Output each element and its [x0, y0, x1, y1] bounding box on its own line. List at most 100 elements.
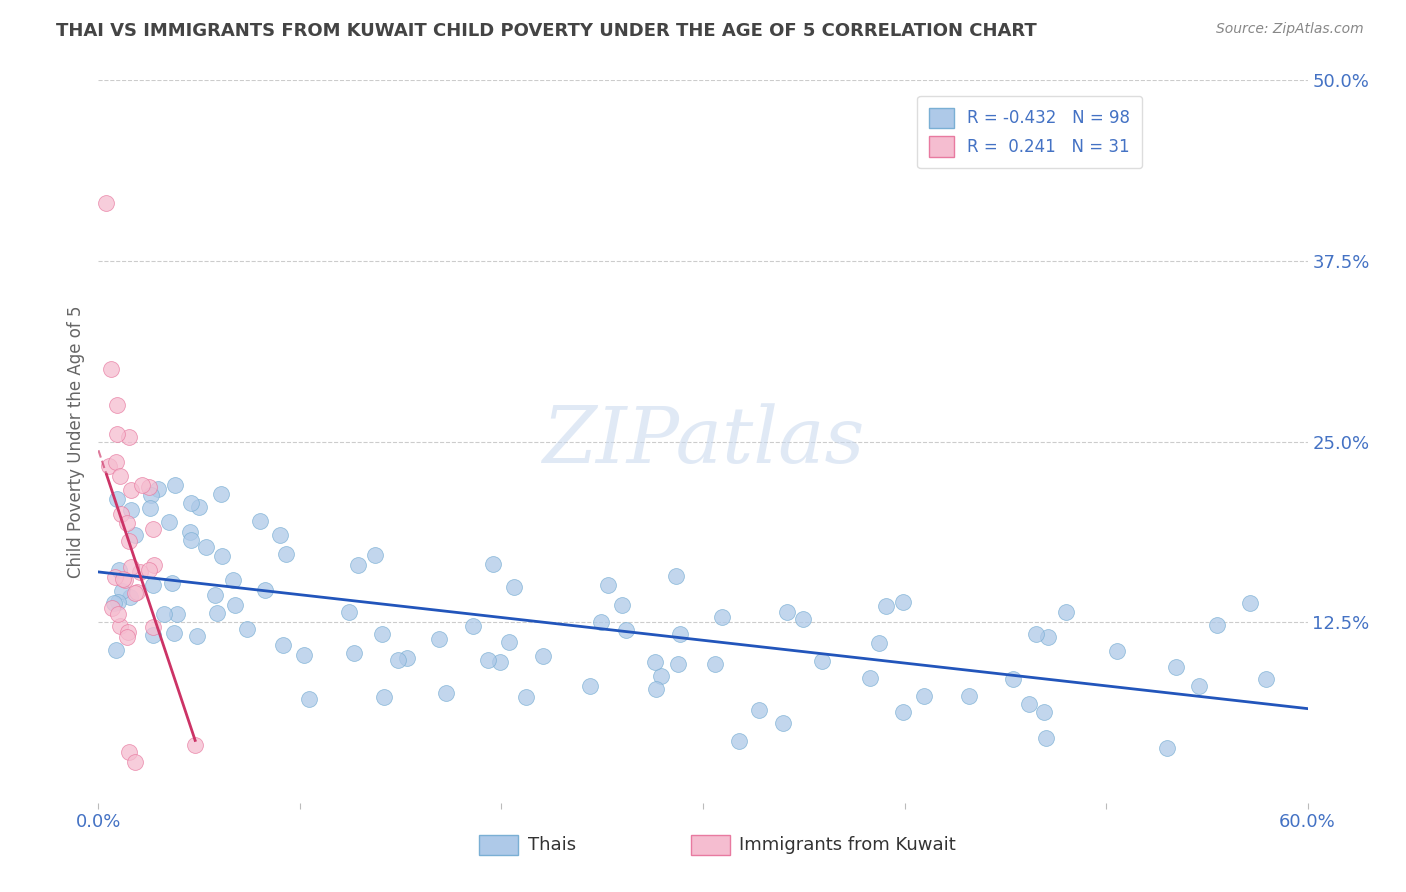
Point [205, 606, 228, 620]
Point [127, 584, 149, 599]
Point [152, 607, 174, 621]
Point [146, 482, 169, 496]
Text: Immigrants from Kuwait: Immigrants from Kuwait [740, 836, 956, 854]
Point [477, 653, 499, 667]
Point [1018, 697, 1040, 711]
Point [138, 480, 160, 494]
Point [859, 671, 882, 685]
Point [463, 619, 485, 633]
Text: Thais: Thais [527, 836, 576, 854]
Point [875, 599, 897, 614]
Point [104, 642, 127, 657]
Point [105, 398, 128, 412]
Point [105, 492, 128, 507]
Point [188, 500, 211, 514]
Point [644, 656, 666, 670]
Point [142, 620, 165, 634]
Point [163, 626, 186, 640]
Point [292, 648, 315, 662]
Point [118, 534, 141, 549]
FancyBboxPatch shape [690, 835, 730, 855]
Point [118, 590, 141, 604]
Point [139, 500, 162, 515]
Point [1105, 643, 1128, 657]
Point [131, 478, 153, 492]
Point [222, 573, 245, 587]
Point [1188, 679, 1211, 693]
Point [194, 540, 217, 554]
Point [269, 528, 291, 542]
Point [610, 598, 633, 612]
Point [614, 623, 637, 637]
Point [105, 455, 128, 469]
Point [772, 716, 794, 731]
Point [124, 756, 146, 770]
Point [811, 654, 834, 668]
Point [120, 483, 142, 497]
Point [482, 557, 505, 571]
Point [143, 558, 166, 573]
Point [157, 516, 180, 530]
Point [364, 549, 387, 563]
Point [117, 624, 139, 639]
Legend: R = -0.432   N = 98, R =  0.241   N = 31: R = -0.432 N = 98, R = 0.241 N = 31 [917, 95, 1142, 169]
Point [124, 528, 146, 542]
Point [1036, 630, 1059, 644]
Point [515, 690, 537, 705]
Point [118, 430, 141, 444]
Text: Source: ZipAtlas.com: Source: ZipAtlas.com [1216, 22, 1364, 37]
Point [1035, 731, 1057, 745]
Point [427, 632, 450, 647]
Point [711, 610, 734, 624]
Point [107, 594, 129, 608]
Point [142, 523, 165, 537]
Point [579, 679, 602, 693]
Point [912, 689, 935, 703]
Point [180, 533, 202, 547]
Point [180, 496, 202, 510]
Point [703, 657, 725, 671]
Point [891, 595, 914, 609]
Point [728, 733, 751, 747]
Point [142, 578, 165, 592]
Point [121, 502, 143, 516]
Point [371, 627, 394, 641]
Point [395, 651, 418, 665]
Point [644, 681, 666, 696]
Point [337, 605, 360, 619]
Point [891, 705, 914, 719]
FancyBboxPatch shape [479, 835, 517, 855]
Point [346, 558, 368, 572]
Point [274, 548, 297, 562]
Point [108, 469, 131, 483]
Point [165, 478, 187, 492]
Point [792, 612, 814, 626]
Point [184, 738, 207, 752]
Point [118, 745, 141, 759]
Point [775, 605, 797, 619]
Point [224, 598, 246, 612]
Point [957, 690, 980, 704]
Point [96, 196, 118, 211]
Point [124, 586, 146, 600]
Point [253, 583, 276, 598]
Text: THAI VS IMMIGRANTS FROM KUWAIT CHILD POVERTY UNDER THE AGE OF 5 CORRELATION CHAR: THAI VS IMMIGRANTS FROM KUWAIT CHILD POV… [56, 22, 1038, 40]
Point [111, 584, 134, 599]
Point [179, 524, 201, 539]
Point [115, 516, 138, 531]
Point [498, 634, 520, 648]
Point [1239, 596, 1261, 610]
Point [489, 655, 512, 669]
Text: ZIPatlas: ZIPatlas [541, 403, 865, 480]
Point [209, 487, 232, 501]
Point [236, 622, 259, 636]
Point [101, 601, 124, 615]
Point [650, 669, 672, 683]
Point [186, 629, 208, 643]
Point [129, 565, 152, 579]
Point [114, 573, 136, 587]
Point [98, 458, 121, 473]
Point [103, 596, 125, 610]
Point [1256, 673, 1278, 687]
Point [1206, 618, 1229, 632]
